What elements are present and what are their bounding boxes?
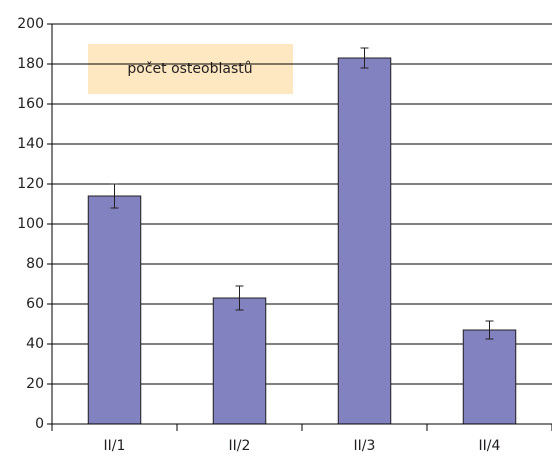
error-bar <box>235 285 244 311</box>
y-tick-label: 200 <box>17 16 44 32</box>
x-tick-label: II/2 <box>229 438 251 454</box>
error-bar <box>485 320 494 340</box>
y-tick-label: 60 <box>26 296 44 312</box>
y-tick-label: 120 <box>17 176 44 192</box>
y-tick-label: 0 <box>35 416 44 432</box>
x-tick-label: II/4 <box>479 438 501 454</box>
y-tick-label: 160 <box>17 96 44 112</box>
title-box <box>88 44 293 94</box>
y-tick-label: 100 <box>17 216 44 232</box>
bar <box>212 297 267 425</box>
y-tick-label: 40 <box>26 336 44 352</box>
y-tick-label: 180 <box>17 56 44 72</box>
bar <box>87 195 142 425</box>
error-bar <box>360 47 369 69</box>
y-tick-label: 20 <box>26 376 44 392</box>
y-tick-label: 80 <box>26 256 44 272</box>
bar <box>337 57 392 425</box>
x-tick-label: II/1 <box>104 438 126 454</box>
error-bar <box>110 183 119 209</box>
y-tick-label: 140 <box>17 136 44 152</box>
chart-title: počet osteoblastů <box>127 61 252 77</box>
bar <box>462 329 517 425</box>
x-tick-label: II/3 <box>354 438 376 454</box>
